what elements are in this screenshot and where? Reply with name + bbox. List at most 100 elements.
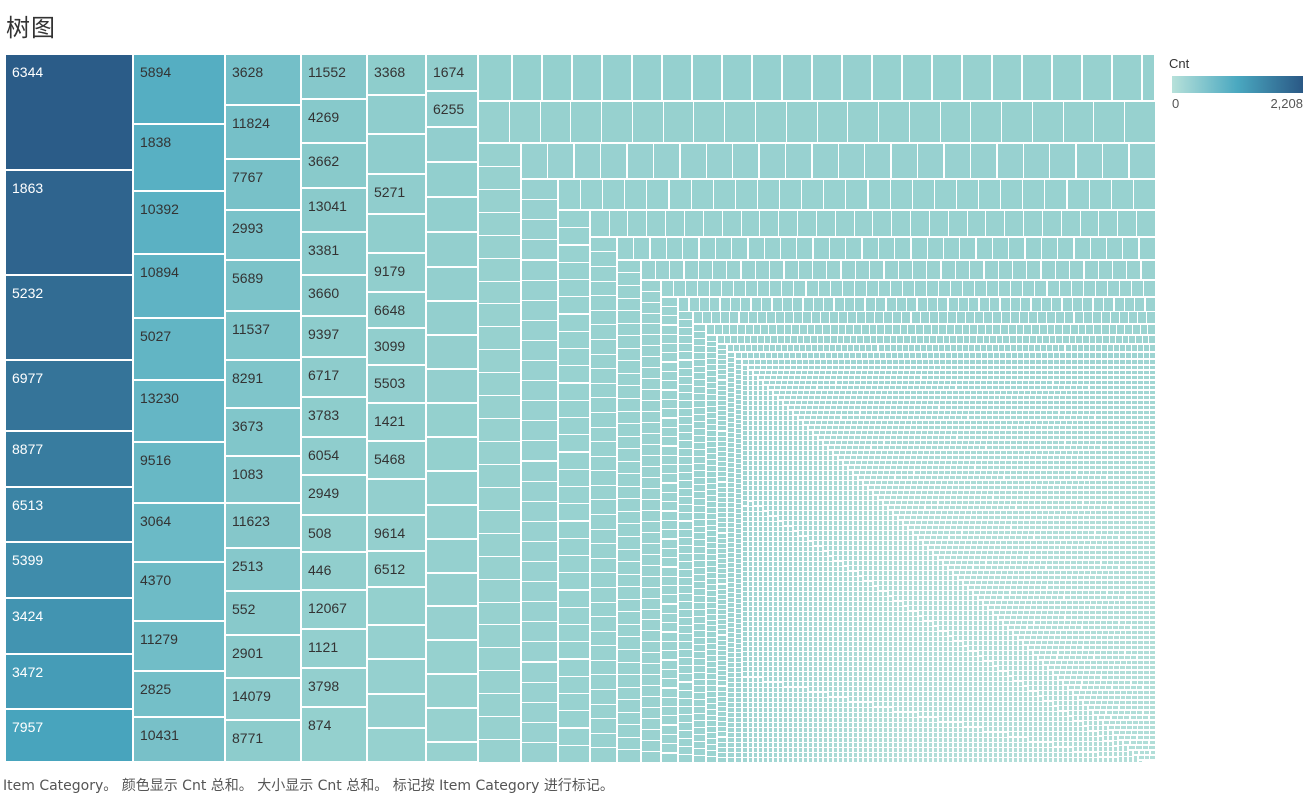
treemap-cell[interactable]: [540, 101, 572, 143]
treemap-cell[interactable]: [1051, 296, 1062, 312]
treemap-cell[interactable]: [1008, 236, 1025, 260]
treemap-cell[interactable]: 3472: [5, 654, 133, 709]
treemap-cell[interactable]: [617, 636, 642, 650]
treemap-cell[interactable]: [959, 236, 976, 260]
treemap-cell[interactable]: [478, 143, 521, 167]
treemap-cell[interactable]: [823, 296, 834, 312]
treemap-cell[interactable]: 1863: [5, 170, 133, 275]
treemap-cell[interactable]: [906, 296, 917, 312]
treemap-cell[interactable]: [678, 351, 694, 360]
treemap-cell[interactable]: [589, 616, 617, 632]
treemap-cell[interactable]: [792, 296, 803, 312]
treemap-cell[interactable]: [509, 101, 541, 143]
treemap-cell[interactable]: 8291: [225, 360, 301, 408]
treemap-cell[interactable]: [557, 314, 590, 332]
treemap-cell[interactable]: [984, 259, 999, 280]
treemap-cell[interactable]: [426, 674, 478, 708]
treemap-cell[interactable]: [521, 581, 558, 602]
treemap-cell[interactable]: [557, 417, 590, 435]
treemap-cell[interactable]: [709, 296, 720, 312]
treemap-cell[interactable]: [478, 670, 521, 694]
treemap-cell[interactable]: [842, 54, 872, 101]
treemap-cell[interactable]: [1143, 279, 1156, 297]
treemap-cell[interactable]: [589, 514, 617, 530]
treemap-cell[interactable]: [547, 143, 574, 179]
treemap-cell[interactable]: 2949: [301, 475, 367, 515]
treemap-cell[interactable]: [521, 521, 558, 542]
treemap-cell[interactable]: 13230: [133, 380, 225, 442]
treemap-cell[interactable]: [813, 236, 830, 260]
treemap-cell[interactable]: [589, 324, 617, 340]
treemap-cell[interactable]: [1084, 259, 1099, 280]
treemap-cell[interactable]: [682, 236, 699, 260]
treemap-cell[interactable]: 1421: [367, 403, 426, 441]
treemap-cell[interactable]: [1074, 236, 1091, 260]
treemap-cell[interactable]: [786, 101, 818, 143]
treemap-cell[interactable]: [662, 54, 692, 101]
treemap-cell[interactable]: [684, 259, 699, 280]
treemap-cell[interactable]: [521, 320, 558, 341]
treemap-cell[interactable]: [793, 279, 806, 297]
treemap-cell[interactable]: [665, 210, 685, 238]
treemap-cell[interactable]: [1067, 179, 1090, 211]
treemap-cell[interactable]: [521, 440, 558, 461]
treemap-cell[interactable]: [557, 659, 590, 677]
treemap-cell[interactable]: [699, 236, 716, 260]
treemap-cell[interactable]: [878, 236, 895, 260]
treemap-cell[interactable]: [521, 561, 558, 582]
treemap-cell[interactable]: [1106, 236, 1123, 260]
treemap-cell[interactable]: [589, 747, 617, 763]
treemap-cell[interactable]: [1090, 236, 1107, 260]
treemap-cell[interactable]: [1061, 210, 1081, 238]
treemap-cell[interactable]: [558, 179, 581, 211]
treemap-cell[interactable]: [757, 179, 780, 211]
treemap-cell[interactable]: [898, 259, 913, 280]
treemap-cell[interactable]: [617, 448, 642, 462]
treemap-cell[interactable]: 3673: [225, 408, 301, 456]
treemap-cell[interactable]: [426, 162, 478, 197]
treemap-cell[interactable]: [729, 311, 739, 325]
treemap-cell[interactable]: [478, 487, 521, 511]
treemap-cell[interactable]: [741, 210, 761, 238]
treemap-cell[interactable]: [1042, 210, 1062, 238]
treemap-cell[interactable]: [632, 54, 662, 101]
treemap-cell[interactable]: 5689: [225, 260, 301, 311]
treemap-cell[interactable]: [884, 259, 899, 280]
treemap-cell[interactable]: [735, 179, 758, 211]
treemap-cell[interactable]: [367, 214, 426, 253]
treemap-cell[interactable]: [1142, 54, 1155, 101]
treemap-cell[interactable]: [601, 101, 633, 143]
treemap-cell[interactable]: [1069, 259, 1084, 280]
treemap-cell[interactable]: [829, 236, 846, 260]
treemap-cell[interactable]: 3783: [301, 397, 367, 437]
treemap-cell[interactable]: [717, 757, 728, 763]
treemap-cell[interactable]: [617, 310, 642, 324]
treemap-cell[interactable]: [1098, 259, 1113, 280]
treemap-cell[interactable]: [557, 555, 590, 573]
treemap-cell[interactable]: [932, 54, 962, 101]
treemap-cell[interactable]: [1052, 54, 1082, 101]
treemap-cell[interactable]: [1041, 259, 1056, 280]
treemap-cell[interactable]: 6344: [5, 54, 133, 170]
treemap-cell[interactable]: [1012, 259, 1027, 280]
treemap-cell[interactable]: [1044, 179, 1067, 211]
treemap-cell[interactable]: [785, 143, 812, 179]
treemap-cell[interactable]: [624, 179, 647, 211]
treemap-cell[interactable]: [557, 331, 590, 349]
treemap-cell[interactable]: [684, 210, 704, 238]
treemap-cell[interactable]: [755, 101, 787, 143]
treemap-cell[interactable]: 1083: [225, 456, 301, 503]
treemap-cell[interactable]: [557, 245, 590, 263]
treemap-cell[interactable]: [1023, 143, 1050, 179]
treemap-cell[interactable]: [862, 236, 879, 260]
treemap-cell[interactable]: [521, 239, 558, 260]
treemap-cell[interactable]: [731, 236, 748, 260]
treemap-cell[interactable]: [1063, 101, 1095, 143]
treemap-cell[interactable]: [660, 501, 678, 511]
treemap-cell[interactable]: [660, 557, 678, 567]
treemap-cell[interactable]: [1032, 101, 1064, 143]
treemap-cell[interactable]: [816, 210, 836, 238]
treemap-cell[interactable]: [641, 259, 656, 280]
treemap-cell[interactable]: [557, 641, 590, 659]
treemap-cell[interactable]: [655, 259, 670, 280]
